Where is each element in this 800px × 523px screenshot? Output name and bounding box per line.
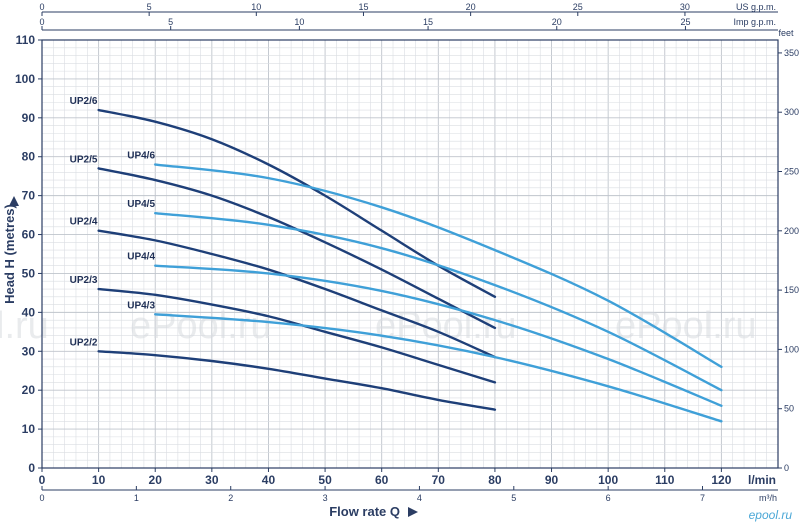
series-label: UP4/3 <box>127 300 155 311</box>
y-tick-label: 0 <box>28 461 35 475</box>
m3h-tick-label: 0 <box>39 493 44 503</box>
imp-gpm-tick-label: 10 <box>294 17 304 27</box>
x-tick-label: 100 <box>598 473 618 487</box>
imp-gpm-tick-label: 25 <box>680 17 690 27</box>
feet-unit-label: feet <box>778 28 794 38</box>
x-tick-label: 50 <box>318 473 332 487</box>
chart-grid <box>41 39 779 469</box>
m3h-tick-label: 5 <box>511 493 516 503</box>
feet-tick-label: 300 <box>784 107 799 117</box>
y-tick-label: 60 <box>22 228 36 242</box>
y-axis-arrow-icon <box>9 196 19 206</box>
x-tick-label: 110 <box>655 473 675 487</box>
y-tick-label: 90 <box>22 111 36 125</box>
x-axis-arrow-icon <box>408 507 418 517</box>
series-label: UP4/4 <box>127 252 155 263</box>
y-tick-label: 110 <box>16 33 36 47</box>
us-gpm-unit-label: US g.p.m. <box>736 2 776 12</box>
series-label: UP2/4 <box>70 217 98 228</box>
y-tick-label: 10 <box>22 422 36 436</box>
x-tick-label: 80 <box>488 473 502 487</box>
imp-gpm-tick-label: 0 <box>39 17 44 27</box>
y-tick-label: 100 <box>15 72 35 86</box>
us-gpm-tick-label: 20 <box>466 2 476 12</box>
feet-tick-label: 50 <box>784 404 794 414</box>
watermark-layer: l.ru ePool.ru ePool.ru ePool.ru <box>0 305 757 347</box>
x-tick-label: 30 <box>205 473 219 487</box>
x-tick-label: 70 <box>432 473 446 487</box>
x-tick-label: 0 <box>39 473 46 487</box>
series-layer <box>97 108 723 423</box>
series-line-up2-2 <box>97 350 497 411</box>
feet-tick-label: 0 <box>784 463 789 473</box>
m3h-tick-label: 6 <box>606 493 611 503</box>
series-label: UP2/3 <box>70 275 98 286</box>
x-axis-title: Flow rate Q <box>329 504 400 519</box>
us-gpm-tick-label: 10 <box>251 2 261 12</box>
feet-tick-label: 100 <box>784 344 799 354</box>
feet-tick-label: 250 <box>784 167 799 177</box>
series-label: UP2/2 <box>70 337 98 348</box>
series-line-up4-5 <box>154 211 723 392</box>
axes-layer <box>38 11 782 491</box>
y-tick-label: 20 <box>22 383 36 397</box>
m3h-unit-label: m³/h <box>759 493 777 503</box>
y-tick-label: 80 <box>22 150 36 164</box>
imp-gpm-tick-label: 15 <box>423 17 433 27</box>
x-unit-label: l/min <box>748 473 776 487</box>
us-gpm-tick-label: 0 <box>39 2 44 12</box>
x-tick-label: 10 <box>92 473 106 487</box>
series-line-up2-4 <box>97 229 497 359</box>
m3h-tick-label: 2 <box>228 493 233 503</box>
feet-tick-label: 200 <box>784 226 799 236</box>
feet-tick-label: 150 <box>784 285 799 295</box>
y-tick-label: 40 <box>22 305 36 319</box>
m3h-tick-label: 7 <box>700 493 705 503</box>
x-tick-label: 120 <box>711 473 731 487</box>
imp-gpm-tick-label: 5 <box>168 17 173 27</box>
y-axis-title: Head H (metres) <box>2 204 17 304</box>
us-gpm-tick-label: 25 <box>573 2 583 12</box>
m3h-tick-label: 1 <box>134 493 139 503</box>
watermark-text: ePool.ru <box>615 305 757 347</box>
x-tick-label: 40 <box>262 473 276 487</box>
y-tick-label: 70 <box>22 189 36 203</box>
m3h-tick-label: 3 <box>323 493 328 503</box>
x-tick-label: 20 <box>149 473 163 487</box>
us-gpm-tick-label: 5 <box>147 2 152 12</box>
imp-gpm-unit-label: Imp g.p.m. <box>733 17 776 27</box>
series-label: UP4/5 <box>127 199 155 210</box>
us-gpm-tick-label: 15 <box>358 2 368 12</box>
x-tick-label: 90 <box>545 473 559 487</box>
series-label: UP4/6 <box>127 151 155 162</box>
us-gpm-tick-label: 30 <box>680 2 690 12</box>
series-line-up4-6 <box>154 163 723 369</box>
series-line-up4-4 <box>154 264 723 407</box>
feet-tick-label: 350 <box>784 48 799 58</box>
series-label: UP2/6 <box>70 96 98 107</box>
y-tick-label: 50 <box>22 266 36 280</box>
watermark-text: ePool.ru <box>375 305 517 347</box>
y-tick-label: 30 <box>22 344 36 358</box>
site-logo: epool.ru <box>749 508 793 522</box>
series-label: UP2/5 <box>70 154 98 165</box>
imp-gpm-tick-label: 20 <box>552 17 562 27</box>
m3h-tick-label: 4 <box>417 493 422 503</box>
x-tick-label: 60 <box>375 473 389 487</box>
plot-frame <box>41 39 779 469</box>
series-line-up4-3 <box>154 313 723 423</box>
